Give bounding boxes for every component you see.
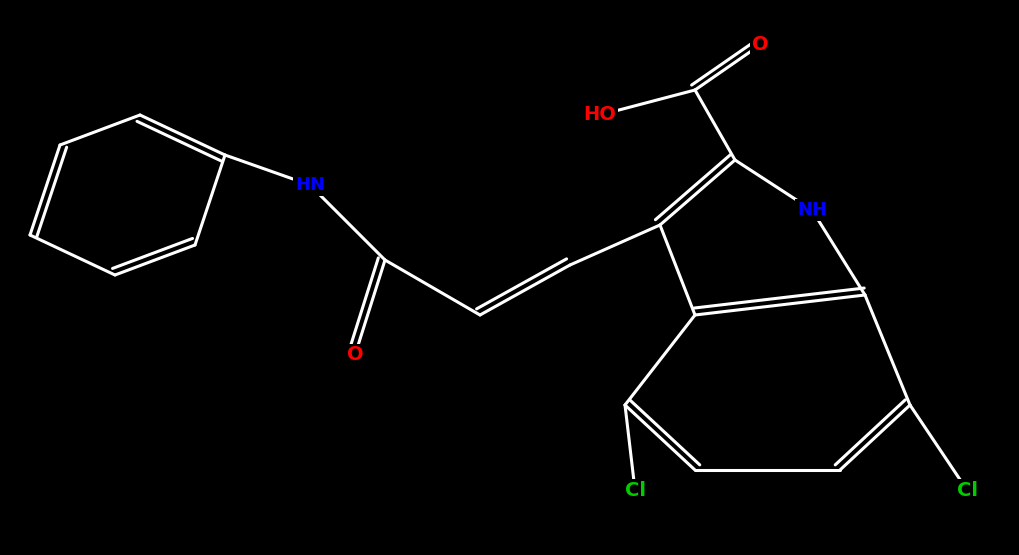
Text: HN: HN — [294, 176, 325, 194]
Text: Cl: Cl — [957, 481, 977, 500]
Text: Cl: Cl — [625, 481, 645, 500]
Text: O: O — [752, 36, 768, 54]
Text: O: O — [346, 346, 364, 365]
Text: NH: NH — [797, 201, 827, 219]
Text: HO: HO — [584, 105, 616, 124]
